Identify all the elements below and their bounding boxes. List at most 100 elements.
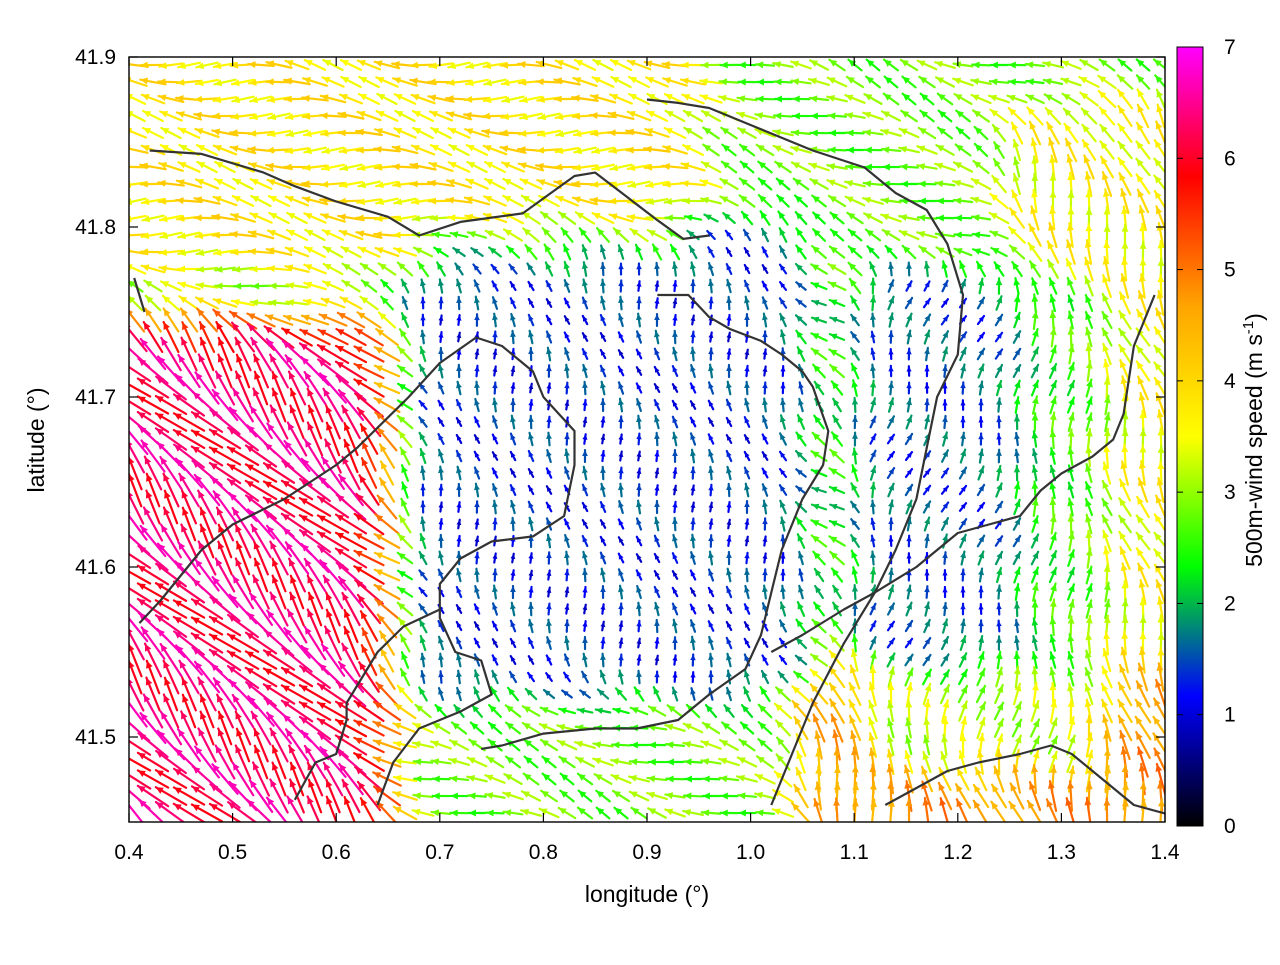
wind-vector xyxy=(546,348,552,361)
wind-vector xyxy=(413,809,434,816)
wind-vector xyxy=(683,809,703,816)
wind-vector xyxy=(492,553,497,562)
wind-vector xyxy=(721,793,738,800)
wind-vector xyxy=(815,586,823,598)
wind-vector xyxy=(1068,568,1074,582)
wind-vector xyxy=(545,245,554,260)
wind-vector xyxy=(870,262,876,276)
wind-vector xyxy=(762,518,768,529)
wind-vector xyxy=(1086,548,1093,567)
wind-vector xyxy=(648,230,666,240)
wind-vector xyxy=(762,416,768,428)
wind-vector xyxy=(720,740,738,750)
wind-vector xyxy=(600,467,606,479)
wind-vector xyxy=(882,146,900,153)
wind-vector xyxy=(1154,59,1168,70)
wind-vector xyxy=(522,791,540,800)
wind-vector xyxy=(921,94,934,105)
y-tick-label: 41.5 xyxy=(75,726,116,749)
wind-vector xyxy=(401,499,408,515)
wind-vector xyxy=(673,401,678,409)
wind-vector xyxy=(1032,552,1038,565)
wind-vector xyxy=(938,94,952,105)
wind-vector xyxy=(492,569,498,580)
wind-vector xyxy=(601,350,606,358)
wind-vector xyxy=(830,317,843,323)
wind-vector xyxy=(457,435,462,443)
wind-vector xyxy=(541,707,558,714)
wind-vector xyxy=(942,331,948,343)
wind-vector xyxy=(308,763,323,796)
wind-vector xyxy=(757,756,773,767)
wind-vector xyxy=(905,655,912,666)
wind-vector xyxy=(740,195,755,206)
wind-vector xyxy=(438,467,444,480)
wind-vector xyxy=(419,688,427,701)
y-axis-label: latitude (°) xyxy=(23,387,49,492)
wind-vector xyxy=(1138,291,1147,314)
wind-vector xyxy=(324,247,343,257)
wind-vector xyxy=(978,551,984,564)
wind-vector xyxy=(1014,500,1020,514)
wind-vector xyxy=(1100,125,1113,141)
wind-vector xyxy=(1050,328,1057,347)
wind-vector xyxy=(654,620,660,632)
wind-vector xyxy=(1013,720,1021,736)
wind-vector xyxy=(618,434,623,443)
wind-vector xyxy=(420,347,426,361)
wind-vector xyxy=(1068,550,1075,566)
wind-vector xyxy=(537,147,562,154)
wind-vector xyxy=(420,331,426,344)
wind-vector xyxy=(906,331,912,344)
wind-vector xyxy=(833,416,841,428)
wind-vector xyxy=(493,468,498,477)
plot-frame xyxy=(129,57,1165,822)
wind-vector xyxy=(450,775,468,782)
wind-vector xyxy=(600,654,606,667)
wind-vector xyxy=(272,389,285,422)
wind-vector xyxy=(919,128,935,138)
wind-vector xyxy=(282,498,312,515)
wind-vector xyxy=(796,620,805,633)
wind-vector xyxy=(690,246,697,258)
wind-vector xyxy=(847,213,862,223)
wind-vector xyxy=(618,468,623,479)
wind-vector xyxy=(379,313,395,328)
wind-vector xyxy=(124,128,146,137)
wind-vector xyxy=(942,587,947,597)
wind-vector xyxy=(401,465,408,481)
wind-vector xyxy=(1085,312,1092,328)
wind-vector xyxy=(493,655,498,664)
wind-vector xyxy=(1082,125,1095,141)
wind-vector xyxy=(510,367,515,376)
wind-vector xyxy=(1014,584,1021,600)
wind-vector xyxy=(1086,397,1093,413)
wind-vector xyxy=(726,400,731,410)
wind-vector xyxy=(690,332,695,343)
wind-vector xyxy=(123,323,146,351)
wind-vector xyxy=(863,112,883,120)
wind-vector xyxy=(619,519,624,528)
wind-vector xyxy=(582,418,587,427)
wind-vector xyxy=(690,365,696,377)
wind-vector xyxy=(342,593,359,625)
wind-vector xyxy=(727,435,732,443)
wind-vector xyxy=(619,367,624,375)
wind-vector xyxy=(727,418,732,426)
wind-vector xyxy=(439,418,444,426)
wind-vector xyxy=(438,654,444,667)
wind-vector xyxy=(565,316,570,324)
wind-vector xyxy=(763,434,768,443)
wind-vector xyxy=(762,536,767,545)
wind-vector xyxy=(254,355,268,388)
wind-vector xyxy=(600,297,606,309)
wind-vector xyxy=(975,127,988,139)
wind-vector xyxy=(959,670,967,684)
wind-vector xyxy=(723,213,734,223)
wind-vector xyxy=(1086,361,1093,381)
wind-vector xyxy=(432,809,451,816)
wind-vector xyxy=(419,570,426,579)
wind-vector xyxy=(654,638,659,648)
wind-vector xyxy=(504,229,522,240)
wind-vector xyxy=(564,570,569,581)
